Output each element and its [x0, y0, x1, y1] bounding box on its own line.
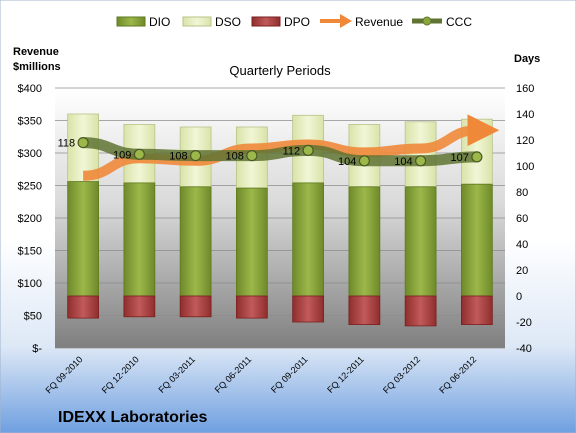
legend: DIO DSO DPO Revenue CCC — [116, 14, 472, 29]
right-tick-label: 100 — [516, 161, 534, 173]
chart-title: Quarterly Periods — [229, 63, 331, 78]
bar-dio — [123, 182, 156, 297]
legend-label-ccc: CCC — [446, 15, 472, 29]
bar-dpo — [67, 295, 99, 319]
bar-dpo — [236, 295, 268, 319]
right-tick-label: 0 — [516, 291, 522, 303]
ccc-point — [358, 155, 370, 167]
ccc-data-label: 108 — [169, 151, 187, 163]
left-tick-label: $- — [32, 343, 42, 355]
ccc-data-label: 108 — [226, 151, 244, 163]
ccc-data-label: 118 — [58, 138, 76, 150]
right-axis: -40 -20 0 20 40 60 80 100 120 140 160 — [516, 83, 534, 355]
right-tick-label: 60 — [516, 213, 528, 225]
ccc-point — [133, 148, 145, 160]
right-tick-label: 20 — [516, 265, 528, 277]
right-tick-label: 80 — [516, 187, 528, 199]
left-tick-label: $200 — [18, 213, 42, 225]
legend-swatch-dio — [116, 16, 146, 27]
ccc-data-label: 104 — [394, 156, 412, 168]
ccc-point — [246, 150, 258, 162]
legend-swatch-dpo — [251, 16, 281, 27]
legend-label-dio: DIO — [149, 15, 170, 29]
bar-dpo — [292, 295, 324, 323]
ccc-point — [415, 155, 427, 167]
legend-swatch-dso — [182, 16, 212, 27]
right-tick-label: -40 — [516, 343, 532, 355]
right-tick-label: 160 — [516, 83, 534, 95]
bar-dio — [236, 187, 268, 297]
right-tick-label: 140 — [516, 109, 534, 121]
left-tick-label: $250 — [18, 181, 42, 193]
right-tick-label: 40 — [516, 239, 528, 251]
bar-dio — [348, 186, 381, 297]
left-tick-label: $300 — [18, 148, 42, 160]
bar-dpo — [179, 295, 212, 318]
ccc-data-label: 104 — [338, 156, 356, 168]
bar-dio — [292, 182, 324, 297]
bar-dpo — [404, 295, 437, 327]
ccc-point — [190, 150, 202, 162]
left-tick-label: $100 — [18, 278, 42, 290]
legend-marker-ccc — [422, 16, 432, 26]
left-axis-title-line1: Revenue — [13, 46, 59, 58]
left-axis: $- $50 $100 $150 $200 $250 $300 $350 $400 — [18, 83, 43, 355]
ccc-data-label: 109 — [113, 149, 131, 161]
bar-dio — [404, 186, 437, 297]
company-name: IDEXX Laboratories — [58, 409, 207, 426]
ccc-series: 118 109 108 108 112 104 104 107 — [58, 137, 483, 168]
ccc-point — [77, 137, 89, 149]
bar-dso — [404, 121, 437, 188]
ccc-point — [471, 151, 483, 163]
right-tick-label: -20 — [516, 317, 532, 329]
right-tick-label: 120 — [516, 135, 534, 147]
left-tick-label: $400 — [18, 83, 42, 95]
legend-label-revenue: Revenue — [355, 15, 403, 29]
left-axis-title-line2: $millions — [13, 61, 61, 73]
bar-dpo — [461, 295, 493, 326]
legend-label-dpo: DPO — [284, 15, 310, 29]
ccc-data-label: 112 — [283, 145, 301, 157]
bar-dpo — [123, 295, 156, 318]
bar-dio — [461, 183, 493, 297]
right-axis-title: Days — [514, 53, 540, 65]
ccc-point — [302, 144, 314, 156]
bar-dpo — [348, 295, 381, 326]
bar-dio — [179, 186, 212, 297]
left-tick-label: $150 — [18, 246, 42, 258]
legend-label-dso: DSO — [215, 15, 241, 29]
arrow-icon — [340, 14, 352, 28]
left-tick-label: $50 — [24, 311, 42, 323]
ccc-data-label: 107 — [451, 152, 469, 164]
bar-dio — [67, 181, 99, 297]
left-tick-label: $350 — [18, 116, 42, 128]
